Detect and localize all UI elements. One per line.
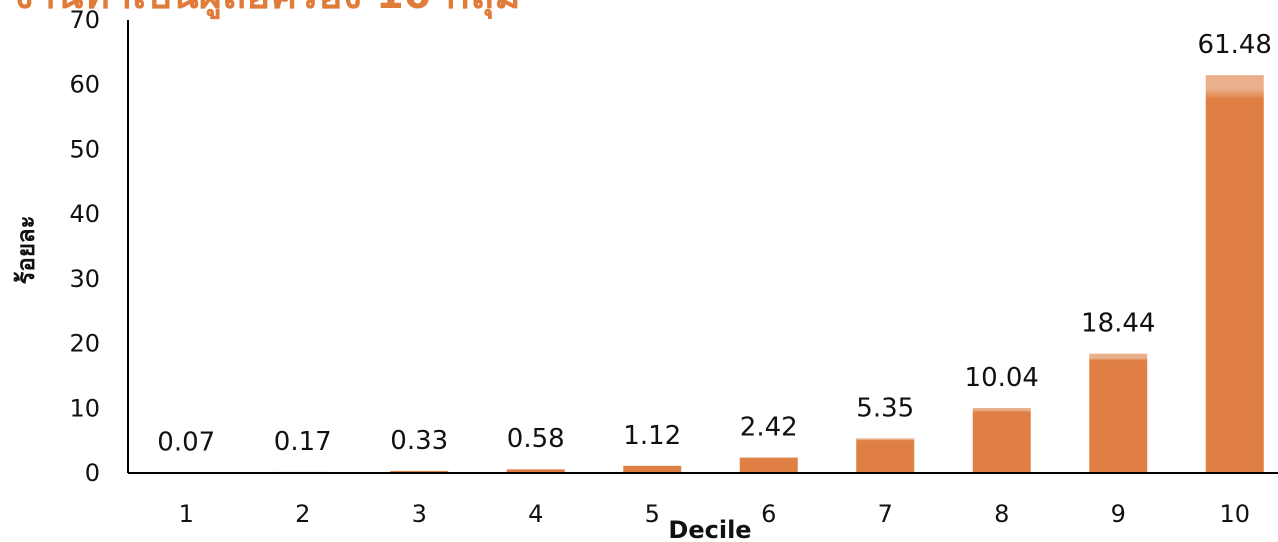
x-tick-label: 3	[412, 500, 427, 528]
y-axis-tick-labels: 0 10 20 30 40 50 60 70	[69, 6, 100, 487]
x-tick-label: 10	[1219, 500, 1250, 528]
x-tick-label: 4	[528, 500, 543, 528]
x-tick-label: 9	[1111, 500, 1126, 528]
bar-decile-9	[1089, 353, 1148, 473]
y-tick-label: 40	[69, 200, 100, 228]
x-tick-label: 6	[761, 500, 776, 528]
y-axis-title: ร้อยละ	[12, 216, 40, 285]
data-label: 18.44	[1081, 309, 1155, 339]
data-label: 0.07	[157, 428, 215, 458]
x-tick-label: 1	[179, 500, 194, 528]
bar-decile-7	[856, 438, 915, 473]
y-tick-label: 60	[69, 71, 100, 99]
bar-decile-6	[739, 457, 798, 473]
y-tick-label: 70	[69, 6, 100, 34]
data-label: 10.04	[965, 363, 1039, 393]
x-axis-tick-labels: 1 2 3 4 5 6 7 8 9 10	[179, 500, 1250, 528]
bar-decile-3	[390, 470, 449, 473]
x-tick-label: 8	[994, 500, 1009, 528]
x-tick-label: 7	[878, 500, 893, 528]
data-label: 1.12	[623, 421, 681, 451]
bar-decile-10	[1205, 75, 1264, 474]
x-axis-title: Decile	[668, 516, 751, 542]
x-tick-label: 5	[645, 500, 660, 528]
data-label: 0.58	[507, 424, 565, 454]
y-tick-label: 20	[69, 330, 100, 358]
data-label: 61.48	[1198, 30, 1272, 60]
y-tick-label: 30	[69, 265, 100, 293]
y-tick-label: 50	[69, 135, 100, 163]
y-tick-label: 0	[85, 459, 100, 487]
x-tick-label: 2	[295, 500, 310, 528]
bar-decile-4	[506, 469, 565, 473]
data-labels-group: 0.07 0.17 0.33 0.58 1.12 2.42 5.35 10.04 18.44 61…	[157, 30, 1272, 457]
bar-decile-8	[972, 408, 1031, 473]
data-label: 0.33	[390, 426, 448, 456]
data-label: 2.42	[740, 412, 798, 442]
y-tick-label: 10	[69, 394, 100, 422]
bar-decile-5	[623, 465, 682, 473]
data-label: 0.17	[274, 427, 332, 457]
data-label: 5.35	[856, 393, 914, 423]
chart-title: งานทำเป็นผู้ถือครอง 10 กลุ่ม	[14, 0, 521, 20]
bars-group	[157, 75, 1264, 474]
